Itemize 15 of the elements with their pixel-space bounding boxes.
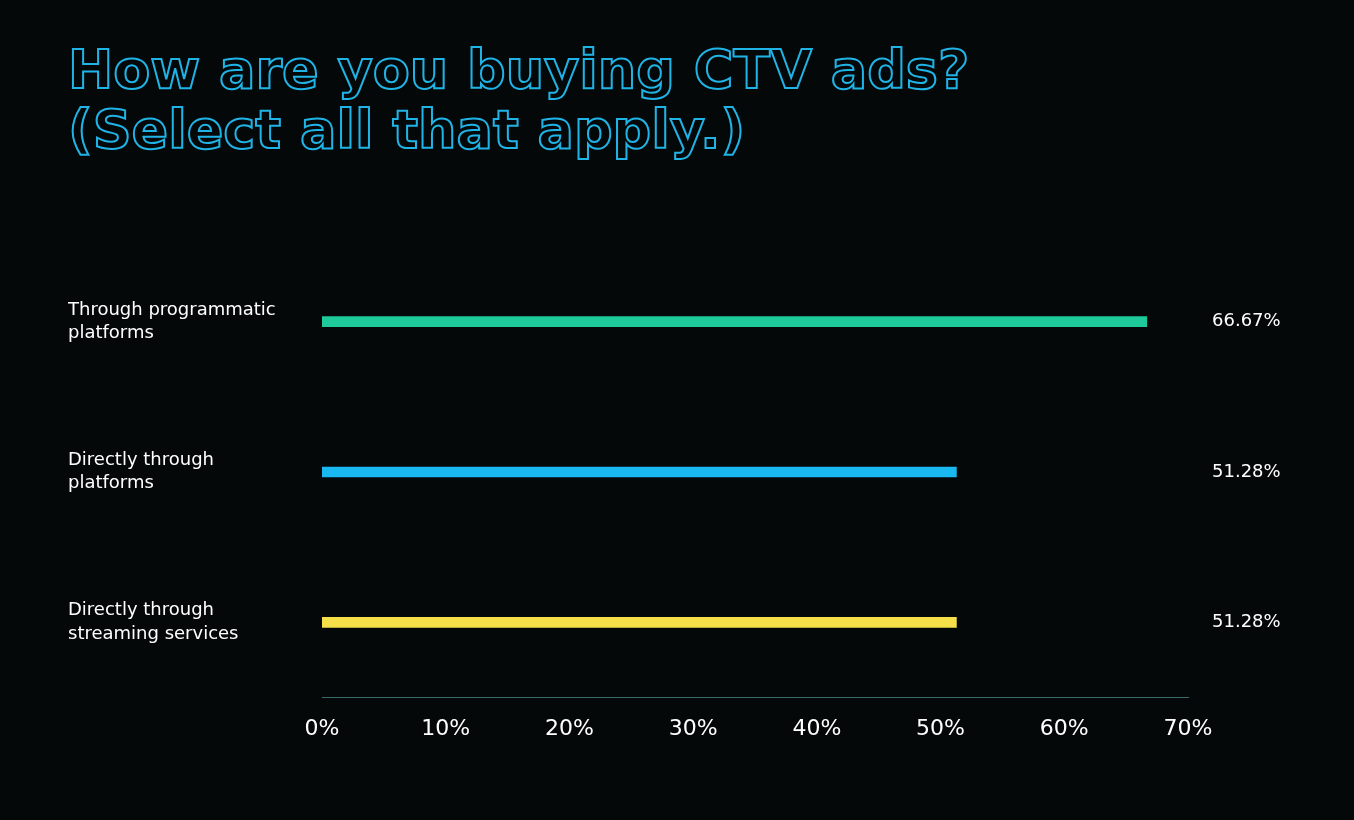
chart-title: How are you buying CTV ads? (Select all that apply.)	[68, 38, 971, 162]
x-tick-label: 30%	[668, 714, 718, 740]
data-label: 66.67%	[1212, 309, 1281, 331]
x-tick-label: 0%	[304, 714, 340, 740]
x-tick-label: 70%	[1163, 714, 1213, 740]
x-tick-label: 40%	[792, 714, 842, 740]
y-tick-label: Through programmatic platforms	[67, 297, 276, 342]
x-tick-label: 10%	[421, 714, 471, 740]
y-tick-label: Directly through streaming services	[68, 598, 239, 643]
x-tick-label: 20%	[544, 714, 594, 740]
data-label: 51.28%	[1212, 610, 1281, 632]
x-tick-label: 50%	[916, 714, 966, 740]
x-tick-label: 60%	[1039, 714, 1089, 740]
y-tick-label: Directly through platforms	[68, 447, 214, 493]
data-label: 51.28%	[1212, 459, 1281, 481]
